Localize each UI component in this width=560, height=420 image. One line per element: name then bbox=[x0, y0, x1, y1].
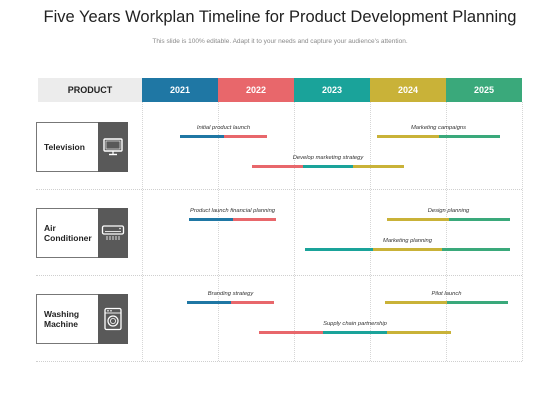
timeline-bar-segment bbox=[305, 248, 374, 251]
page-subtitle: This slide is 100% editable. Adapt it to… bbox=[152, 38, 408, 45]
timeline-bar-segment bbox=[353, 165, 404, 168]
timeline-bar-segment bbox=[385, 301, 447, 304]
timeline-bar-segment bbox=[189, 218, 233, 221]
timeline-bar bbox=[187, 301, 274, 304]
page-title: Five Years Workplan Timeline for Product… bbox=[43, 8, 517, 26]
timeline-bar-segment bbox=[187, 301, 231, 304]
timeline-bar-label: Branding strategy bbox=[207, 291, 254, 297]
row-divider bbox=[36, 189, 522, 190]
air-conditioner-icon bbox=[98, 208, 128, 258]
timeline-bar-segment bbox=[387, 331, 451, 334]
timeline-bar bbox=[377, 135, 500, 138]
timeline-bar-segment bbox=[446, 301, 508, 304]
row-label-television: Television bbox=[36, 122, 98, 172]
header-year-2021: 2021 bbox=[142, 78, 218, 102]
timeline-bar-label: Pilot launch bbox=[431, 291, 462, 297]
timeline-bar bbox=[305, 248, 510, 251]
timeline-bar-label: Marketing campaigns bbox=[410, 125, 467, 131]
header-year-2023: 2023 bbox=[294, 78, 370, 102]
timeline-bar-segment bbox=[302, 165, 354, 168]
grid-line bbox=[294, 102, 295, 361]
timeline-bar bbox=[252, 165, 404, 168]
header-year-2022: 2022 bbox=[218, 78, 294, 102]
timeline-bar-label: Marketing planning bbox=[383, 238, 432, 244]
grid-line bbox=[370, 102, 371, 361]
row-divider bbox=[36, 275, 522, 276]
washing-machine-icon bbox=[98, 294, 128, 344]
timeline-bar-label: Product launch financial planning bbox=[189, 208, 276, 214]
timeline-bar bbox=[259, 331, 451, 334]
timeline-bar bbox=[180, 135, 267, 138]
timeline-bar-segment bbox=[373, 248, 442, 251]
timeline-bar bbox=[385, 301, 508, 304]
header-year-2024: 2024 bbox=[370, 78, 446, 102]
timeline-bar-segment bbox=[223, 135, 267, 138]
header-product: PRODUCT bbox=[38, 78, 142, 102]
row-label-washing-machine: Washing Machine bbox=[36, 294, 98, 344]
timeline-bar-label: Supply chain partnership bbox=[323, 321, 387, 327]
timeline-bar-label: Initial product launch bbox=[196, 125, 251, 131]
grid-line bbox=[522, 102, 523, 361]
grid-line bbox=[446, 102, 447, 361]
grid-line bbox=[218, 102, 219, 361]
timeline-bar-segment bbox=[377, 135, 439, 138]
timeline-bar-segment bbox=[438, 135, 500, 138]
timeline-bar-segment bbox=[252, 165, 303, 168]
timeline-bar-segment bbox=[180, 135, 224, 138]
timeline-bar-segment bbox=[259, 331, 323, 334]
timeline-bar-segment bbox=[323, 331, 387, 334]
header-year-2025: 2025 bbox=[446, 78, 522, 102]
timeline-bar bbox=[387, 218, 510, 221]
timeline-bar-segment bbox=[448, 218, 510, 221]
timeline-bar-label: Develop marketing strategy bbox=[292, 155, 364, 161]
timeline-bar-segment bbox=[232, 218, 276, 221]
row-label-air-conditioner: Air Conditioner bbox=[36, 208, 98, 258]
timeline-bar-label: Design planning bbox=[427, 208, 470, 214]
timeline-bar bbox=[189, 218, 276, 221]
timeline-bar-segment bbox=[441, 248, 510, 251]
row-divider bbox=[36, 361, 522, 362]
grid-line bbox=[142, 102, 143, 361]
timeline-bar-segment bbox=[387, 218, 449, 221]
timeline-bar-segment bbox=[230, 301, 274, 304]
television-icon bbox=[98, 122, 128, 172]
